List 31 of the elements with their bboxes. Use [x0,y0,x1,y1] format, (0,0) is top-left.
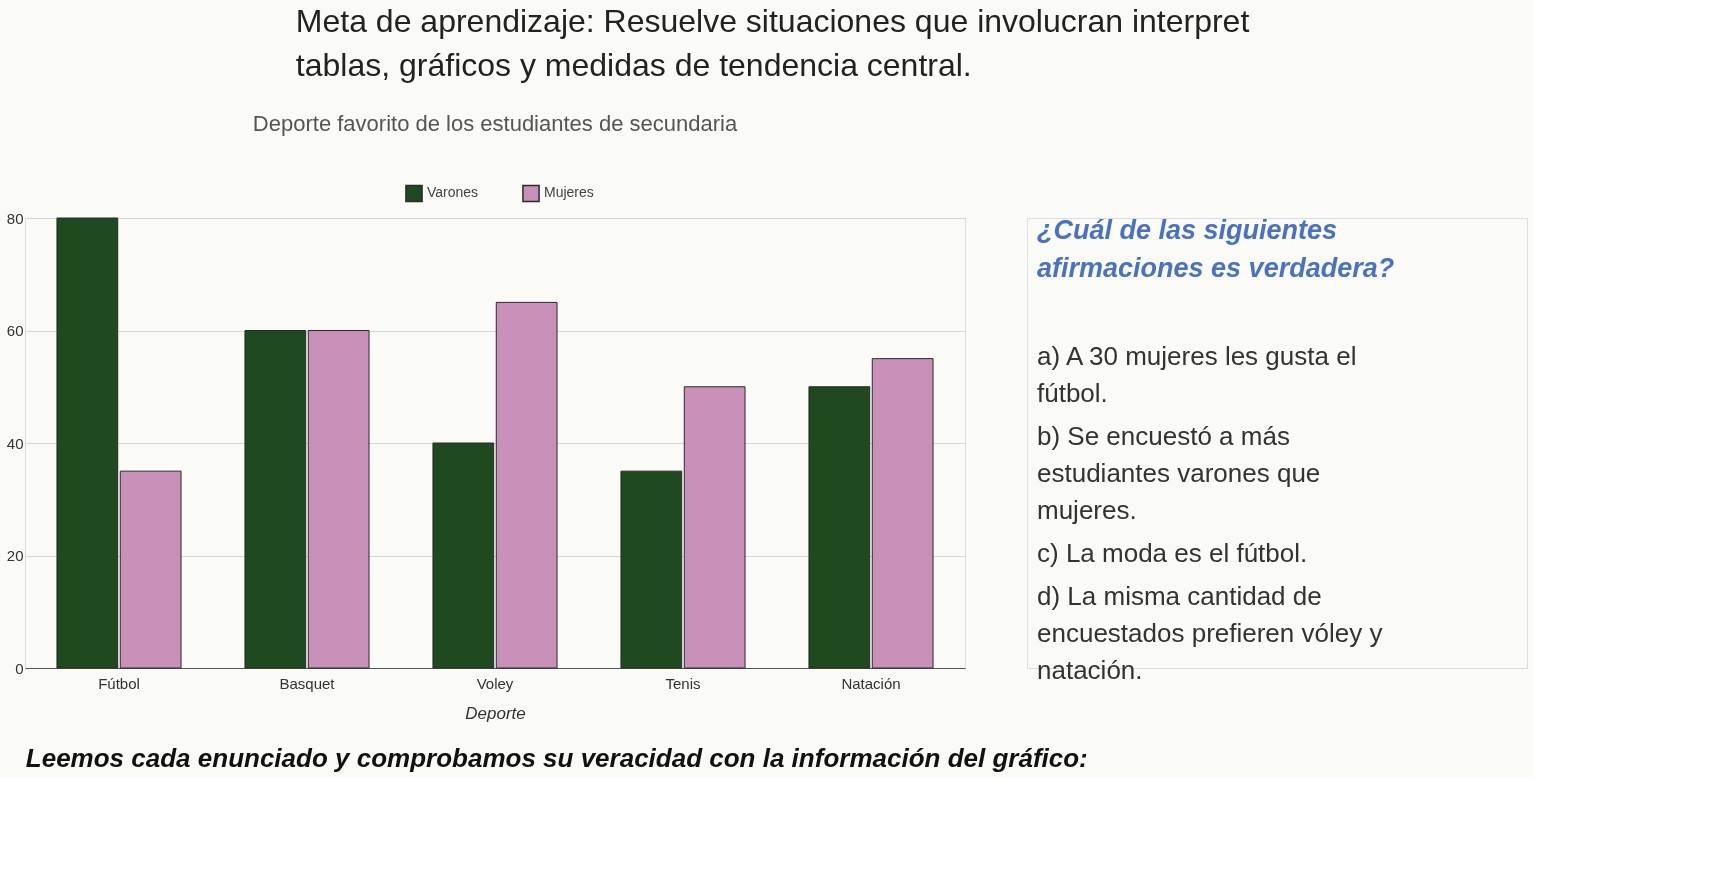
bar [495,301,558,669]
x-axis-title: Deporte [465,703,526,723]
text: c) La moda es el fútbol. [1037,538,1308,568]
bar [119,470,182,669]
text: Leemos cada enunciado y comprobamos su veracidad con la información del gráfico: [25,742,1088,773]
x-tick-label: Basquet [279,674,336,692]
bar [307,330,370,669]
text: Meta de aprendizaje: Resuelve situaciones que involucran interpret tablas, gráficos y medidas de tendencia central. [295,2,1250,83]
bar [808,386,871,669]
x-tick-label: Voley [476,674,514,692]
bar [244,330,307,669]
x-tick-label: Natación [841,674,901,692]
legend-label: Mujeres [544,184,594,201]
text: a) A 30 mujeres les gusta el fútbol. [1037,341,1357,408]
y-tick-label: 0 [15,659,24,677]
bar [432,442,495,669]
text: ¿Cuál de las siguientes afirmaciones es verdadera? [1037,215,1395,283]
y-tick-label: 20 [6,547,24,564]
x-tick-label: Fútbol [98,674,140,692]
bar [871,358,934,669]
bar [56,217,119,669]
y-tick-label: 80 [6,209,24,227]
y-tick-label: 40 [6,434,24,452]
legend-label: Varones [427,184,479,201]
text: d) La misma cantidad de encuestados prefieren vóley y natación. [1037,581,1383,685]
text: b) Se encuestó a más estudiantes varones que mujeres. [1037,421,1321,525]
chart-title: Deporte favorito de los estudiantes de secundaria [252,111,738,136]
bar [620,470,683,669]
y-tick-label: 60 [6,322,24,339]
x-tick-label: Tenis [665,674,701,692]
bar [683,386,746,669]
